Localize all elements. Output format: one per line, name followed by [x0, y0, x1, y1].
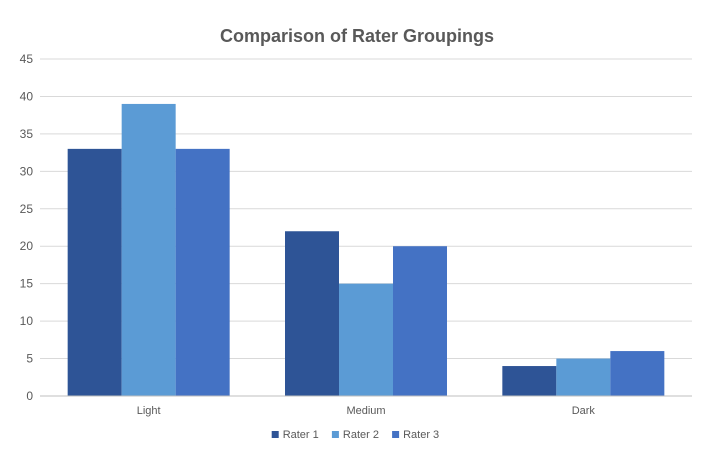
bar-medium-rater-3 — [393, 246, 447, 396]
y-tick-label: 15 — [20, 277, 34, 291]
bar-light-rater-2 — [121, 103, 176, 396]
bar-medium-rater-1 — [285, 231, 339, 396]
x-tick-label: Light — [137, 405, 161, 417]
y-tick-label: 5 — [26, 352, 33, 366]
bar-dark-rater-3 — [610, 351, 665, 396]
bar-dark-rater-2 — [556, 358, 611, 396]
y-tick-label: 25 — [20, 202, 34, 216]
legend-item: Rater 2 — [331, 429, 379, 441]
y-tick-label: 45 — [20, 52, 34, 66]
bar-dark-rater-1 — [502, 366, 557, 396]
y-axis-tick-labels: 0 5 10 15 20 25 30 35 40 45 — [20, 52, 34, 403]
bar-medium-rater-2 — [339, 283, 393, 396]
y-tick-label: 0 — [26, 389, 33, 403]
y-tick-label: 30 — [20, 164, 34, 178]
legend-item: Rater 3 — [392, 429, 439, 441]
legend-swatch — [271, 431, 279, 438]
legend-swatch — [392, 431, 400, 438]
x-tick-label: Dark — [572, 405, 596, 417]
legend-label: Rater 2 — [343, 429, 379, 441]
x-tick-label: Medium — [346, 405, 385, 417]
legend-label: Rater 1 — [283, 429, 319, 441]
bar-light-rater-1 — [67, 148, 122, 396]
y-tick-label: 10 — [20, 314, 34, 328]
y-tick-label: 40 — [20, 89, 34, 103]
legend: Rater 1 Rater 2 Rater 3 — [271, 429, 439, 441]
legend-item: Rater 1 — [271, 429, 319, 441]
y-tick-label: 35 — [20, 127, 34, 141]
bars — [67, 103, 665, 396]
y-tick-label: 20 — [20, 239, 34, 253]
chart-title: Comparison of Rater Groupings — [220, 26, 494, 46]
legend-label: Rater 3 — [403, 429, 439, 441]
x-axis-tick-labels: Light Medium Dark — [137, 405, 596, 417]
bar-light-rater-3 — [175, 148, 230, 396]
legend-swatch — [331, 431, 339, 438]
